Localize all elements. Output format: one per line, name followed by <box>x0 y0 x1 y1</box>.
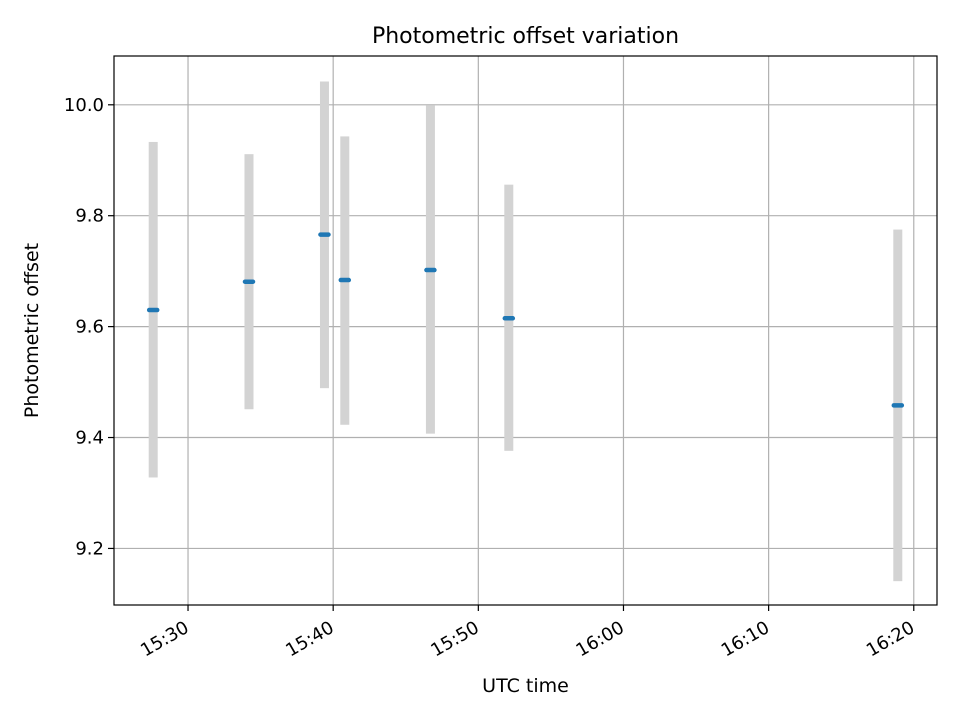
y-tick-label: 9.8 <box>75 206 104 227</box>
plot-frame <box>113 55 938 606</box>
y-tick-label: 9.4 <box>75 428 104 449</box>
error-bars <box>148 81 903 582</box>
data-points <box>146 232 905 408</box>
y-axis-label: Photometric offset <box>21 243 43 418</box>
x-axis-label: UTC time <box>482 675 569 697</box>
y-tick-label: 9.6 <box>75 317 104 338</box>
x-tick-label: 16:20 <box>863 617 918 661</box>
x-tick-label: 16:10 <box>718 617 773 661</box>
grid <box>114 56 937 605</box>
x-axis: 15:30 15:40 15:50 16:00 16:10 16:20 <box>137 605 918 661</box>
chart-title: Photometric offset variation <box>372 24 679 49</box>
y-axis: 9.2 9.4 9.6 9.8 10.0 <box>64 95 114 559</box>
x-tick-label: 16:00 <box>573 617 628 661</box>
y-tick-label: 10.0 <box>64 95 104 116</box>
x-tick-label: 15:40 <box>282 617 337 661</box>
y-tick-label: 9.2 <box>75 538 104 559</box>
x-tick-label: 15:50 <box>427 617 482 661</box>
x-tick-label: 15:30 <box>137 617 192 661</box>
